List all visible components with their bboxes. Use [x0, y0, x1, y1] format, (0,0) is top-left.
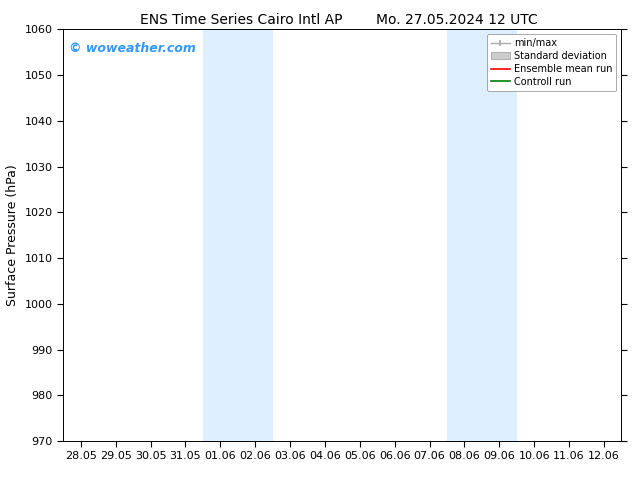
Text: ENS Time Series Cairo Intl AP: ENS Time Series Cairo Intl AP [139, 13, 342, 27]
Bar [203, 29, 273, 441]
Bar [447, 29, 517, 441]
Y-axis label: Surface Pressure (hPa): Surface Pressure (hPa) [6, 164, 19, 306]
Legend: min/max, Standard deviation, Ensemble mean run, Controll run: min/max, Standard deviation, Ensemble me… [487, 34, 616, 91]
Text: © woweather.com: © woweather.com [69, 42, 196, 55]
Text: Mo. 27.05.2024 12 UTC: Mo. 27.05.2024 12 UTC [375, 13, 538, 27]
